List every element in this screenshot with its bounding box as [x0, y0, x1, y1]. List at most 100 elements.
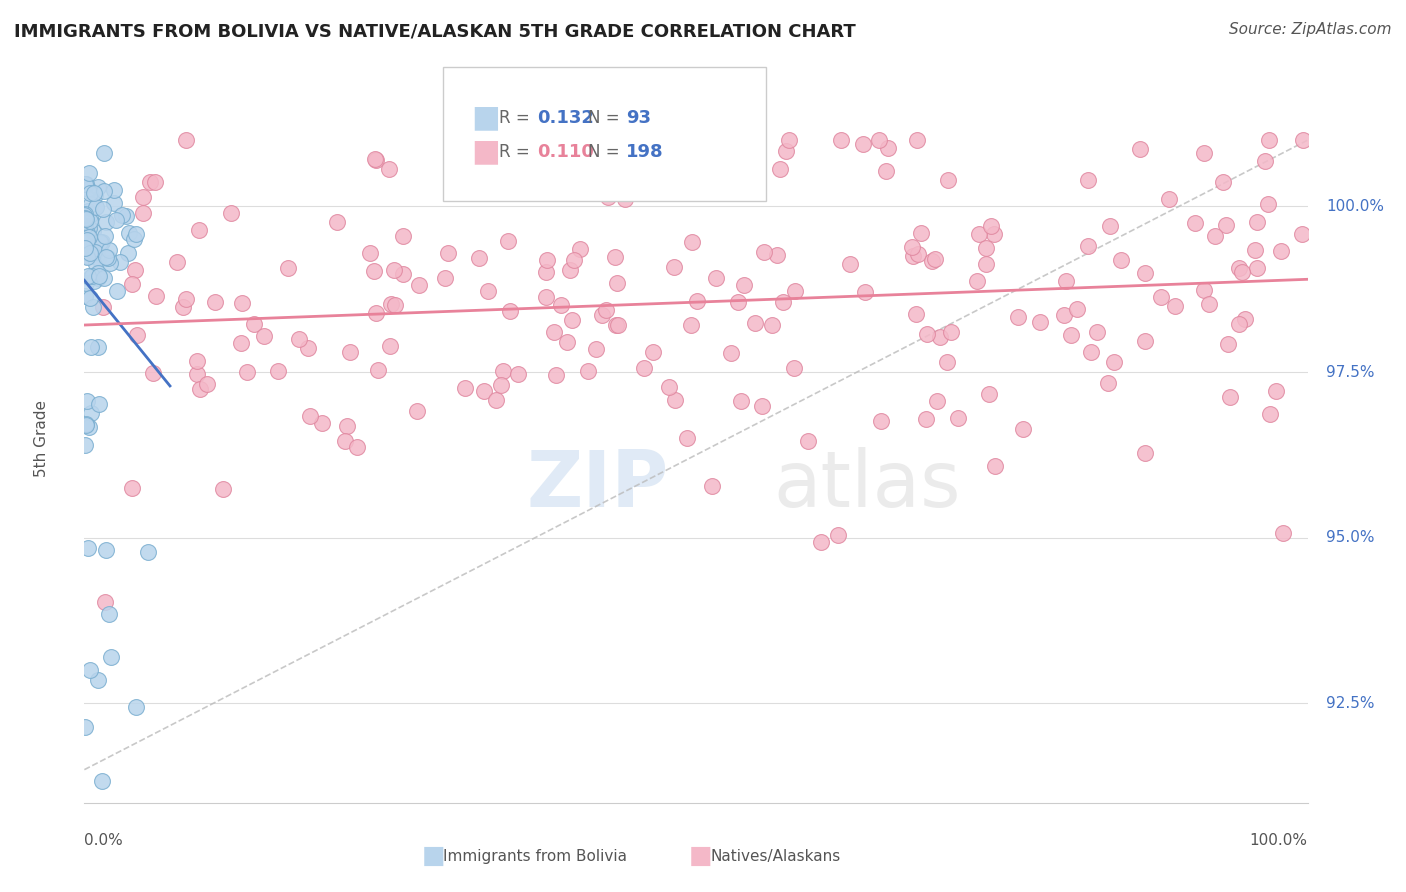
Point — [76, 269, 98, 284]
Text: 92.5%: 92.5% — [1326, 696, 1375, 711]
Point — [76, 233, 98, 247]
Point — [901, 240, 924, 254]
Point — [1157, 192, 1180, 206]
Point — [94, 250, 117, 264]
Point — [720, 345, 742, 359]
Point — [89, 269, 111, 284]
Point — [73, 438, 96, 452]
Point — [543, 325, 565, 339]
Point — [778, 133, 800, 147]
Point — [489, 377, 512, 392]
Point — [761, 318, 783, 332]
Point — [75, 211, 97, 225]
Point — [75, 215, 97, 229]
Point — [96, 543, 118, 558]
Point — [82, 301, 104, 315]
Point — [555, 334, 578, 349]
Point — [508, 367, 530, 381]
Point — [1192, 284, 1215, 298]
Point — [97, 251, 120, 265]
Point — [983, 227, 1005, 241]
Point — [681, 318, 703, 332]
Text: N =: N = — [588, 109, 624, 127]
Point — [904, 307, 927, 321]
Point — [1066, 301, 1088, 316]
Point — [550, 298, 572, 312]
Point — [103, 195, 125, 210]
Point — [907, 133, 929, 147]
Point — [727, 294, 749, 309]
Point — [907, 247, 929, 261]
Point — [765, 248, 787, 262]
Point — [145, 289, 167, 303]
Point — [142, 366, 165, 380]
Point — [98, 256, 121, 270]
Point — [1104, 355, 1126, 369]
Point — [75, 177, 97, 191]
Point — [1109, 253, 1132, 268]
Point — [870, 414, 893, 428]
Point — [681, 235, 703, 250]
Point — [633, 360, 655, 375]
Point — [783, 360, 806, 375]
Point — [915, 326, 938, 341]
Point — [91, 773, 114, 788]
Point — [936, 173, 959, 187]
Point — [186, 367, 208, 381]
Point — [84, 188, 107, 202]
Point — [924, 252, 946, 266]
Point — [769, 162, 792, 177]
Point — [359, 246, 381, 260]
Point — [408, 277, 430, 292]
Point — [94, 229, 117, 244]
Point — [75, 241, 97, 255]
Point — [605, 318, 627, 333]
Point — [1215, 218, 1237, 232]
Point — [733, 278, 755, 293]
Point — [536, 252, 558, 267]
Point — [477, 285, 499, 299]
Point — [384, 297, 406, 311]
Text: R =: R = — [499, 143, 536, 161]
Point — [925, 393, 948, 408]
Point — [76, 244, 98, 259]
Point — [485, 392, 508, 407]
Point — [76, 541, 98, 555]
Point — [75, 289, 97, 303]
Point — [785, 284, 807, 298]
Point — [392, 229, 415, 244]
Point — [754, 245, 776, 260]
Point — [339, 345, 361, 359]
Point — [433, 270, 456, 285]
Point — [1246, 260, 1268, 275]
Point — [676, 431, 699, 445]
Text: 95.0%: 95.0% — [1326, 530, 1375, 545]
Point — [1133, 445, 1156, 459]
Point — [83, 274, 105, 288]
Point — [1204, 228, 1226, 243]
Point — [983, 459, 1005, 474]
Point — [311, 417, 333, 431]
Point — [77, 420, 100, 434]
Point — [93, 146, 115, 161]
Point — [1258, 408, 1281, 422]
Point — [75, 207, 97, 221]
Point — [595, 302, 617, 317]
Text: 93: 93 — [626, 109, 651, 127]
Point — [79, 220, 101, 235]
Point — [174, 292, 197, 306]
Point — [437, 245, 460, 260]
Point — [1085, 325, 1108, 339]
Point — [76, 226, 98, 240]
Point — [83, 186, 105, 200]
Point — [73, 177, 96, 191]
Point — [94, 594, 117, 608]
Point — [1270, 244, 1292, 258]
Point — [380, 296, 402, 310]
Point — [1192, 146, 1215, 161]
Point — [980, 219, 1002, 233]
Point — [614, 192, 637, 206]
Point — [1271, 525, 1294, 540]
Point — [382, 262, 405, 277]
Point — [1011, 422, 1033, 436]
